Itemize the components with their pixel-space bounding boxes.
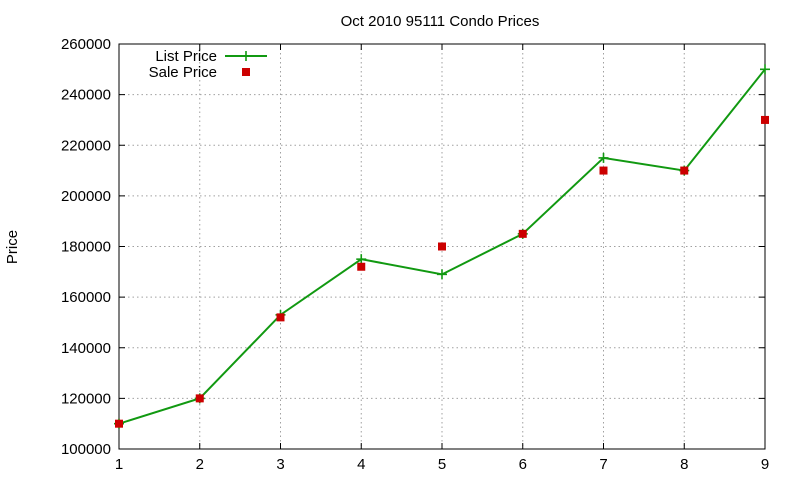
sale-price-point — [357, 262, 366, 271]
x-tick-label: 1 — [115, 456, 123, 473]
sale-price-point — [195, 394, 204, 403]
grid — [119, 44, 765, 449]
sale-price-point — [599, 166, 608, 175]
y-tick-label: 140000 — [61, 340, 111, 357]
y-tick-label: 120000 — [61, 390, 111, 407]
x-tick-label: 5 — [438, 456, 446, 473]
sale-price-point — [115, 419, 123, 428]
x-tick-label: 3 — [276, 456, 284, 473]
sale-price-point — [680, 166, 689, 175]
x-tick-label: 4 — [357, 456, 365, 473]
sale-price-point — [438, 242, 446, 251]
y-tick-label: 100000 — [61, 441, 111, 458]
sale-price-point — [518, 229, 527, 238]
list-price-point — [437, 269, 447, 280]
series-layer — [114, 64, 770, 429]
y-tick-label: 220000 — [61, 137, 111, 154]
legend-label: Sale Price — [149, 64, 217, 81]
series-sale-price — [115, 115, 769, 428]
y-tick-label: 260000 — [61, 36, 111, 53]
legend-label: List Price — [155, 48, 217, 65]
list-price-point — [356, 254, 367, 265]
legend-square-marker — [242, 68, 250, 76]
list-price-point — [598, 152, 609, 163]
y-tick-label: 180000 — [61, 239, 111, 256]
x-tick-label: 6 — [519, 456, 527, 473]
x-tick-label: 9 — [761, 456, 769, 473]
x-tick-label: 2 — [196, 456, 204, 473]
axis-ticks: 1 2 3 4 5 6 7 8 9 100000 120000 140000 160000 180000 2… — [61, 36, 769, 473]
x-tick-label: 7 — [599, 456, 607, 473]
list-price-point — [760, 64, 770, 75]
y-axis-label: Price — [4, 230, 21, 264]
x-tick-label: 8 — [680, 456, 688, 473]
sale-price-point — [761, 115, 769, 124]
legend-plus-marker — [241, 51, 251, 61]
y-tick-label: 200000 — [61, 188, 111, 205]
sale-price-point — [276, 313, 285, 322]
chart-title: Oct 2010 95111 Condo Prices — [341, 13, 540, 30]
y-tick-label: 160000 — [61, 289, 111, 306]
y-tick-label: 240000 — [61, 87, 111, 104]
